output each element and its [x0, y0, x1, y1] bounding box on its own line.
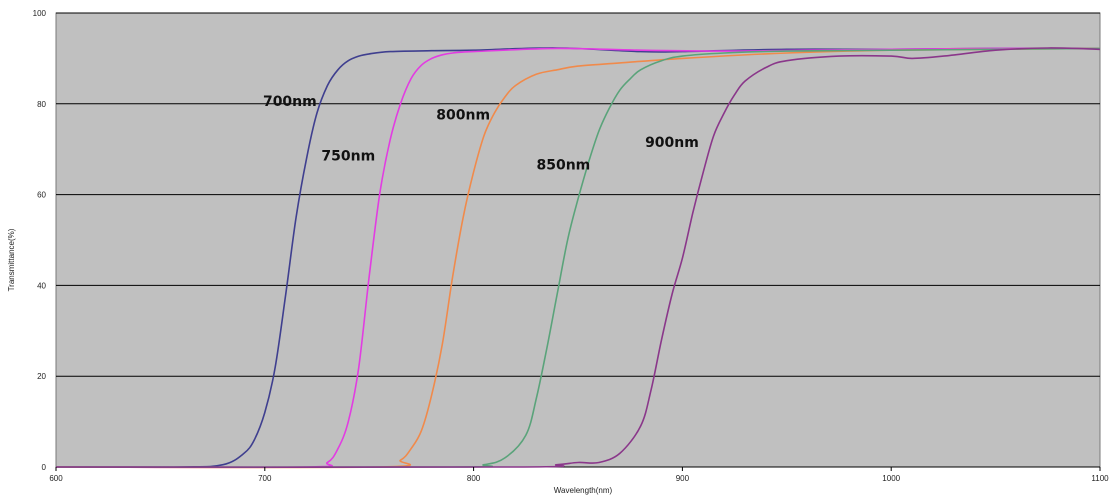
- series-label-900nm: 900nm: [645, 135, 699, 151]
- y-axis-title: Transmittance(%): [7, 228, 16, 291]
- series-lines: [55, 47, 1101, 469]
- y-tick-label: 80: [37, 100, 46, 109]
- series-annotations: 700nm 750nm 800nm 850nm 900nm: [263, 94, 699, 174]
- y-tick-label: 100: [33, 9, 47, 18]
- x-tick-label: 800: [467, 474, 481, 483]
- series-line-850nm: [55, 47, 1101, 468]
- x-axis-title: Wavelength(nm): [554, 486, 613, 495]
- series-label-700nm: 700nm: [263, 94, 317, 110]
- x-tick-labels: 600 700 800 900 1000 1100: [49, 467, 1109, 483]
- y-tick-label: 60: [37, 191, 46, 200]
- y-tick-label: 40: [37, 281, 46, 290]
- y-tick-label: 20: [37, 372, 46, 381]
- series-line-800nm: [55, 47, 1101, 469]
- plot-background: [55, 12, 1101, 468]
- series-line-900nm: [55, 47, 1101, 468]
- x-tick-label: 600: [49, 474, 63, 483]
- y-tick-label: 0: [42, 463, 47, 472]
- x-tick-label: 1000: [882, 474, 900, 483]
- x-tick-label: 1100: [1091, 474, 1109, 483]
- series-label-850nm: 850nm: [536, 158, 590, 174]
- y-tick-labels: 0 20 40 60 80 100: [33, 9, 47, 472]
- series-label-750nm: 750nm: [321, 149, 375, 165]
- grid-lines: [56, 12, 1100, 468]
- x-tick-label: 700: [258, 474, 272, 483]
- series-label-800nm: 800nm: [436, 108, 490, 124]
- x-tick-label: 900: [676, 474, 690, 483]
